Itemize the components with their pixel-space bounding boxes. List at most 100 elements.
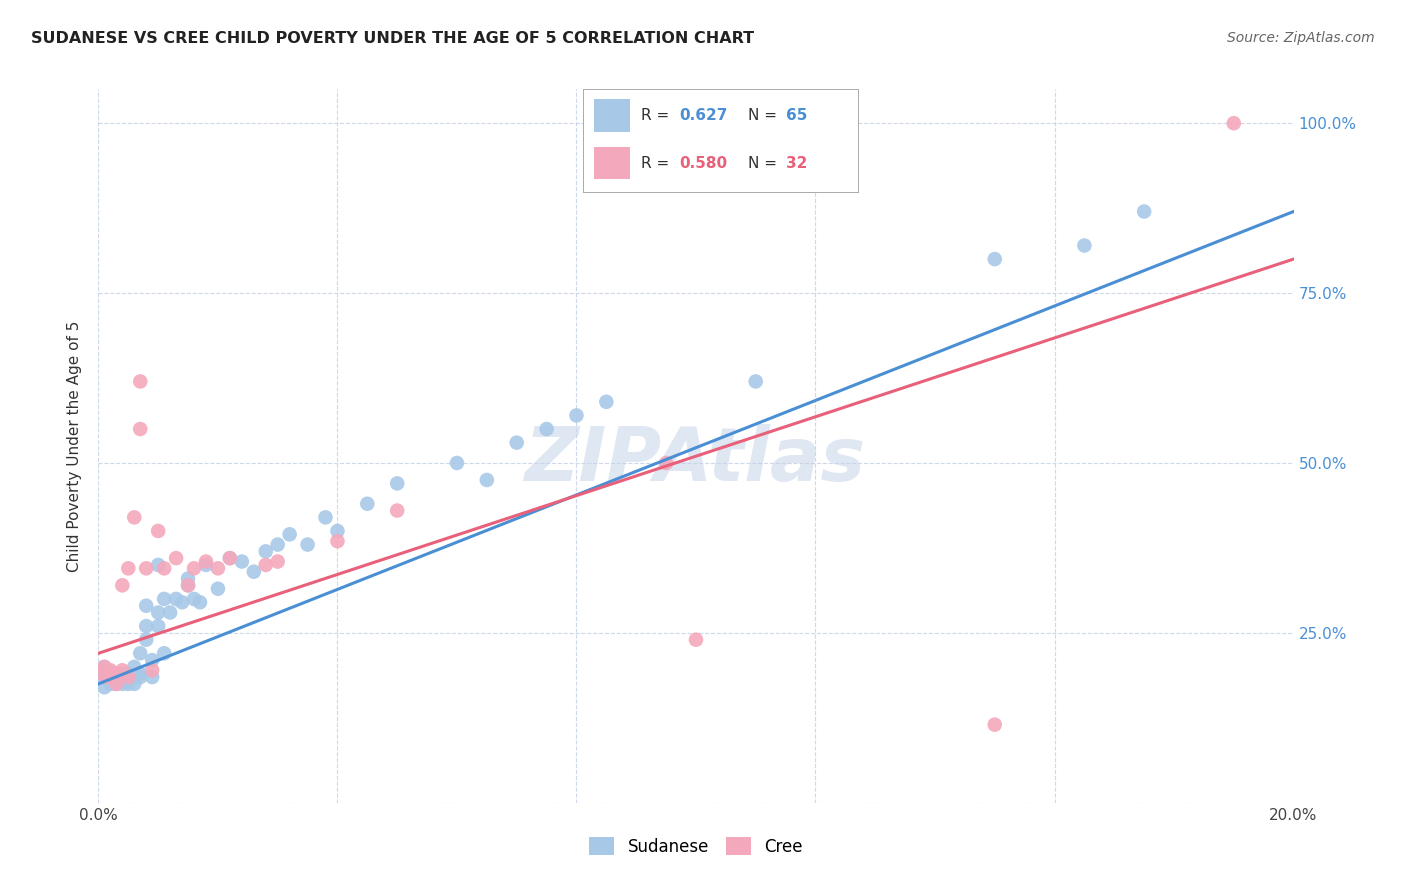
Text: SUDANESE VS CREE CHILD POVERTY UNDER THE AGE OF 5 CORRELATION CHART: SUDANESE VS CREE CHILD POVERTY UNDER THE… bbox=[31, 31, 754, 46]
Point bbox=[105, 666, 128, 681]
Point bbox=[207, 561, 229, 575]
Point bbox=[356, 497, 378, 511]
Text: 0.580: 0.580 bbox=[679, 155, 727, 170]
Point bbox=[172, 595, 194, 609]
Point bbox=[105, 666, 128, 681]
Point bbox=[745, 375, 768, 389]
Point bbox=[267, 555, 290, 569]
Point bbox=[98, 666, 122, 681]
Point bbox=[148, 619, 170, 633]
Point bbox=[135, 561, 157, 575]
Bar bbox=[595, 99, 630, 132]
Point bbox=[117, 677, 139, 691]
Point bbox=[117, 673, 139, 688]
Point bbox=[475, 473, 498, 487]
Point bbox=[254, 558, 277, 572]
Point bbox=[105, 670, 128, 684]
Text: 0.627: 0.627 bbox=[679, 108, 728, 123]
Point bbox=[153, 561, 176, 575]
Point bbox=[165, 591, 187, 606]
Point bbox=[1073, 238, 1095, 252]
Point bbox=[129, 666, 152, 681]
Point bbox=[219, 551, 242, 566]
Point bbox=[135, 632, 157, 647]
Point bbox=[195, 555, 218, 569]
Point bbox=[153, 646, 176, 660]
Point bbox=[655, 456, 678, 470]
Bar bbox=[595, 146, 630, 179]
Point bbox=[96, 670, 118, 684]
Point bbox=[98, 677, 122, 691]
Point bbox=[141, 663, 163, 677]
Point bbox=[536, 422, 558, 436]
Point bbox=[124, 677, 146, 691]
Point bbox=[595, 394, 617, 409]
Point bbox=[129, 422, 152, 436]
Point bbox=[1133, 204, 1156, 219]
Point bbox=[177, 572, 200, 586]
Point bbox=[183, 561, 205, 575]
Point bbox=[105, 677, 128, 691]
Point bbox=[385, 503, 409, 517]
Point bbox=[93, 680, 115, 694]
Point bbox=[183, 591, 205, 606]
Point bbox=[165, 551, 187, 566]
Point bbox=[685, 632, 707, 647]
Point bbox=[129, 646, 152, 660]
Text: R =: R = bbox=[641, 155, 675, 170]
Point bbox=[141, 653, 163, 667]
Point bbox=[111, 673, 134, 688]
Point bbox=[90, 670, 112, 684]
Point bbox=[103, 673, 125, 688]
Point bbox=[148, 606, 170, 620]
Point bbox=[117, 670, 139, 684]
Point bbox=[117, 666, 139, 681]
Point bbox=[984, 252, 1007, 266]
Point bbox=[267, 537, 290, 551]
Text: 32: 32 bbox=[786, 155, 808, 170]
Point bbox=[124, 670, 146, 684]
Point bbox=[297, 537, 319, 551]
Text: N =: N = bbox=[748, 108, 782, 123]
Point bbox=[98, 663, 122, 677]
Point bbox=[446, 456, 468, 470]
Point bbox=[326, 534, 349, 549]
Point bbox=[141, 670, 163, 684]
Text: Source: ZipAtlas.com: Source: ZipAtlas.com bbox=[1227, 31, 1375, 45]
Point bbox=[385, 476, 409, 491]
Point bbox=[105, 673, 128, 688]
Point bbox=[124, 660, 146, 674]
Point bbox=[188, 595, 211, 609]
Point bbox=[326, 524, 349, 538]
Point bbox=[565, 409, 588, 423]
Text: 65: 65 bbox=[786, 108, 808, 123]
Point bbox=[93, 660, 115, 674]
Point bbox=[135, 619, 157, 633]
Y-axis label: Child Poverty Under the Age of 5: Child Poverty Under the Age of 5 bbox=[67, 320, 83, 572]
Point bbox=[1223, 116, 1246, 130]
Point bbox=[96, 663, 118, 677]
Point bbox=[231, 555, 253, 569]
Point bbox=[135, 599, 157, 613]
Point bbox=[177, 578, 200, 592]
Point bbox=[111, 677, 134, 691]
Point bbox=[129, 670, 152, 684]
Point bbox=[117, 561, 139, 575]
Point bbox=[254, 544, 277, 558]
Point bbox=[153, 591, 176, 606]
Point bbox=[111, 666, 134, 681]
Point bbox=[98, 670, 122, 684]
Point bbox=[243, 565, 266, 579]
Point bbox=[219, 551, 242, 566]
Point bbox=[177, 578, 200, 592]
Point bbox=[148, 558, 170, 572]
Point bbox=[93, 660, 115, 674]
Point bbox=[278, 527, 301, 541]
Legend: Sudanese, Cree: Sudanese, Cree bbox=[582, 830, 810, 863]
Point bbox=[105, 677, 128, 691]
Point bbox=[98, 670, 122, 684]
Point bbox=[195, 558, 218, 572]
Point bbox=[124, 510, 146, 524]
Point bbox=[506, 435, 529, 450]
Text: R =: R = bbox=[641, 108, 675, 123]
